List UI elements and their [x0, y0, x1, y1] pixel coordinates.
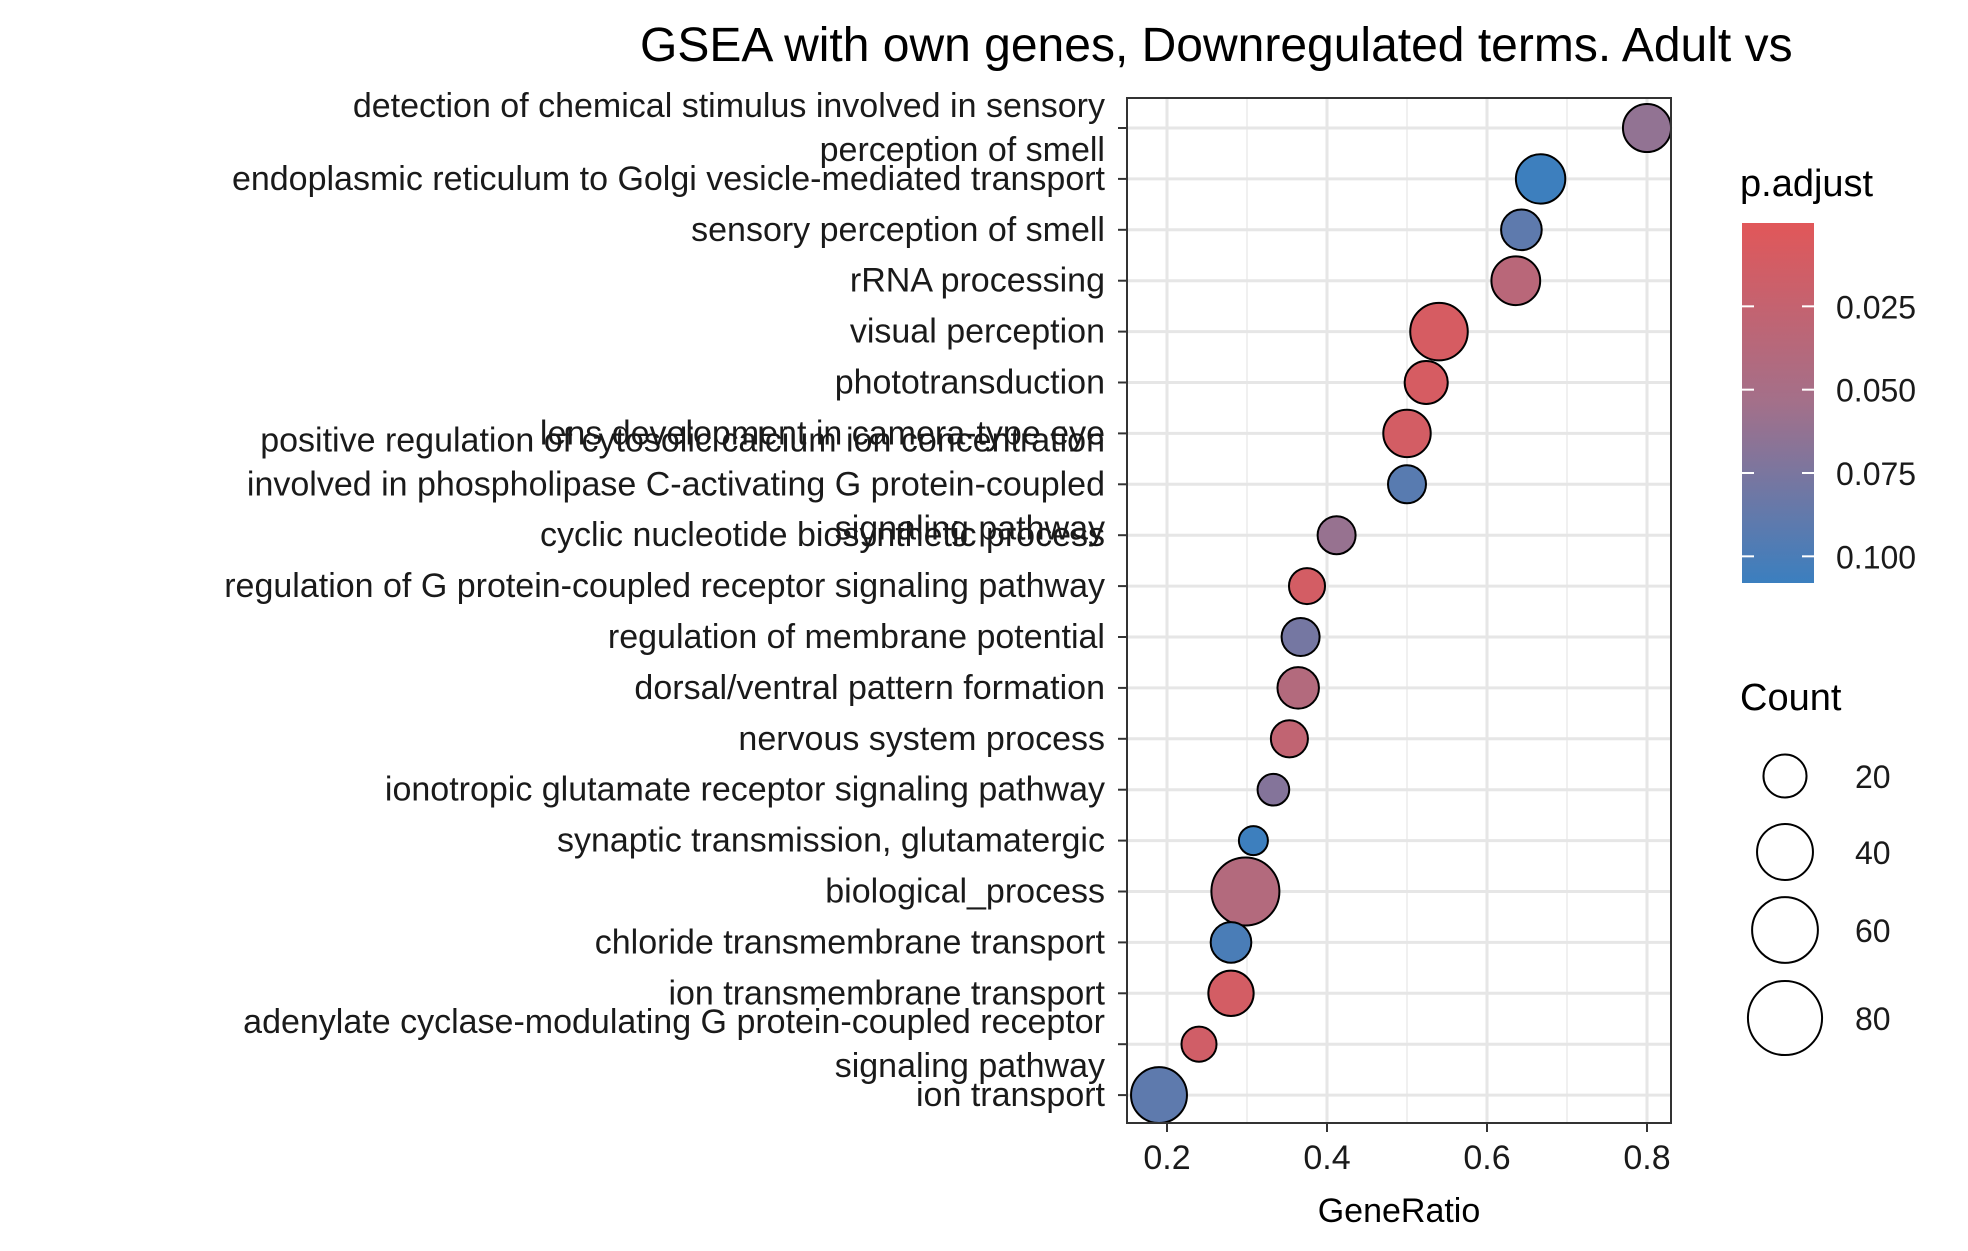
y-tick-label: phototransduction [835, 364, 1105, 402]
term-point [1490, 255, 1542, 307]
x-tick-label: 0.6 [1463, 1139, 1510, 1177]
y-tick-label: ionotropic glutamate receptor signaling … [385, 771, 1105, 809]
y-tick-label: cyclic nucleotide biosynthetic process [540, 516, 1105, 554]
plot-panel-background [1127, 98, 1671, 1123]
term-point [1514, 153, 1567, 205]
y-tick-label: dorsal/ventral pattern formation [634, 669, 1105, 707]
count-legend-key [1746, 979, 1824, 1057]
term-point [1316, 515, 1357, 556]
x-axis: 0.2 0.4 0.6 0.8 [1143, 1123, 1671, 1177]
term-point [1382, 408, 1432, 459]
y-tick-label: signaling pathway [835, 1047, 1105, 1085]
term-point [1409, 301, 1469, 362]
y-tick-label: synaptic transmission, glutamatergic [557, 822, 1105, 860]
y-tick-label: regulation of membrane potential [608, 618, 1105, 656]
y-tick-label: chloride transmembrane transport [595, 923, 1106, 961]
term-point [1130, 1066, 1188, 1125]
x-tick-label: 0.4 [1303, 1139, 1350, 1177]
y-axis: detection of chemical stimulus involved … [224, 87, 1127, 1114]
term-point [1276, 666, 1320, 710]
colorbar-tick-label: 0.075 [1836, 456, 1916, 492]
y-tick-label: positive regulation of cytosolic calcium… [260, 421, 1105, 459]
y-tick-label: perception of smell [820, 131, 1105, 169]
count-legend: Count 20 40 60 80 [1740, 677, 1891, 1057]
p-adjust-colorbar [1742, 223, 1814, 583]
y-tick-label: lens development in camera-type eye [540, 414, 1105, 452]
p-adjust-colorbar-ticks: 0.025 0.050 0.075 0.100 [1742, 289, 1916, 575]
count-legend-key [1762, 753, 1808, 799]
colorbar-tick-label: 0.025 [1836, 289, 1916, 325]
data-points [1130, 102, 1673, 1125]
y-tick-label: adenylate cyclase-modulating G protein-c… [243, 1003, 1105, 1041]
count-legend-label: 60 [1855, 913, 1891, 949]
colorbar-tick-label: 0.100 [1836, 539, 1916, 575]
count-legend-label: 20 [1855, 759, 1891, 795]
term-point [1403, 359, 1449, 406]
term-point [1210, 856, 1281, 927]
y-tick-label: nervous system process [738, 720, 1105, 758]
chart-title: GSEA with own genes, Downregulated terms… [640, 19, 1793, 72]
term-point [1237, 825, 1269, 857]
count-legend-title: Count [1740, 677, 1842, 719]
p-adjust-legend: p.adjust 0.025 0.050 0.075 0.100 [1740, 163, 1916, 583]
y-tick-label: biological_process [825, 873, 1105, 911]
plot-panel [1126, 97, 1673, 1125]
term-point [1269, 719, 1309, 759]
x-axis-label: GeneRatio [1318, 1192, 1481, 1230]
term-point [1180, 1025, 1218, 1063]
term-point [1280, 617, 1321, 657]
y-tick-label: signaling pathway [835, 509, 1105, 547]
plot-panel-border [1126, 97, 1672, 1124]
term-point [1207, 969, 1255, 1017]
y-tick-label: ion transport [916, 1076, 1106, 1114]
colorbar-tick-label: 0.050 [1836, 373, 1916, 409]
count-legend-label: 80 [1855, 1001, 1891, 1037]
term-point [1387, 464, 1427, 505]
p-adjust-legend-title: p.adjust [1740, 163, 1874, 205]
count-legend-key [1751, 896, 1819, 964]
x-tick-label: 0.2 [1143, 1139, 1190, 1177]
y-tick-label: sensory perception of smell [691, 211, 1105, 249]
count-legend-keys: 20 40 60 80 [1746, 753, 1891, 1057]
y-tick-label: involved in phospholipase C-activating G… [247, 465, 1105, 503]
y-tick-label: rRNA processing [850, 262, 1105, 300]
term-point [1256, 772, 1291, 807]
y-tick-label: visual perception [850, 313, 1105, 351]
x-tick-label: 0.8 [1623, 1139, 1670, 1177]
term-point [1287, 567, 1327, 606]
term-point [1209, 921, 1253, 964]
count-legend-label: 40 [1855, 835, 1891, 871]
term-point [1621, 102, 1673, 154]
term-point [1500, 208, 1543, 252]
y-tick-label: ion transmembrane transport [668, 974, 1105, 1012]
y-tick-label: regulation of G protein-coupled receptor… [224, 567, 1105, 605]
y-tick-label: detection of chemical stimulus involved … [353, 87, 1105, 125]
y-tick-label: endoplasmic reticulum to Golgi vesicle-m… [232, 160, 1106, 198]
count-legend-key [1756, 823, 1814, 881]
